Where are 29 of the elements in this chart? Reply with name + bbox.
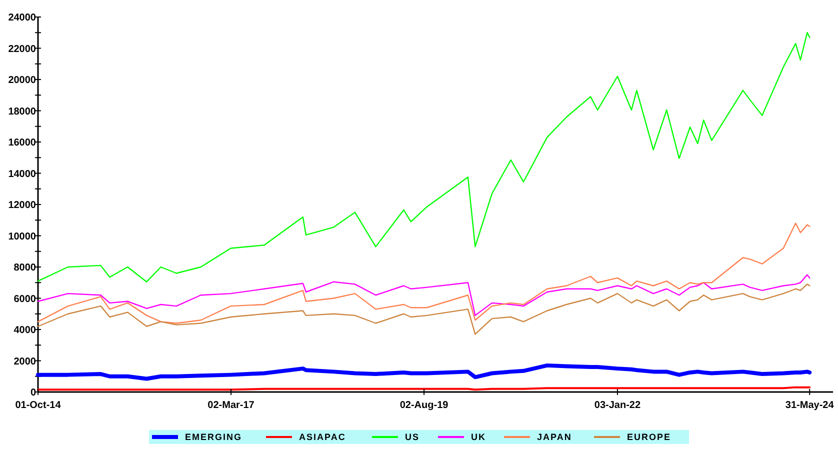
y-tick-label: 4000: [14, 325, 36, 336]
legend-label: JAPAN: [537, 432, 572, 442]
x-tick-label: 01-Oct-14: [15, 400, 62, 411]
legend-label: UK: [471, 432, 486, 442]
y-tick-label: 8000: [14, 262, 36, 274]
x-tick-label: 03-Jan-22: [594, 400, 641, 411]
legend-label: ASIAPAC: [299, 432, 346, 442]
legend-label: EUROPE: [627, 432, 672, 442]
y-tick-label: 16000: [8, 138, 36, 148]
line-series: [36, 363, 812, 381]
y-tick-label: 2000: [14, 356, 36, 368]
y-tick-label: 6000: [14, 294, 36, 305]
line-series: [37, 222, 810, 324]
line-series: [37, 274, 810, 316]
legend-label: EMERGING: [185, 432, 242, 442]
line-series: [37, 284, 810, 335]
legend-label: US: [405, 432, 420, 442]
y-tick-label: 14000: [8, 168, 36, 180]
y-tick-label: 10000: [8, 231, 36, 242]
x-tick-label: 31-May-24: [785, 400, 834, 411]
y-tick-label: 22000: [8, 44, 36, 55]
y-tick-label: 12000: [8, 200, 36, 211]
y-tick-label: 24000: [8, 12, 36, 24]
y-tick-label: 0: [30, 388, 36, 398]
y-tick-label: 18000: [8, 106, 36, 118]
x-tick-label: 02-Mar-17: [208, 400, 255, 411]
y-tick-label: 20000: [8, 75, 36, 86]
line-series: [37, 32, 810, 282]
x-tick-label: 02-Aug-19: [400, 400, 449, 411]
